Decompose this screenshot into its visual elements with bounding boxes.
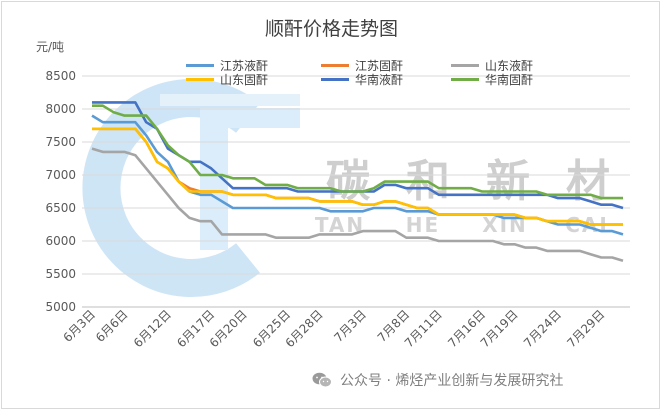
y-tick-label: 5000 (45, 300, 76, 314)
y-tick-label: 6500 (45, 201, 76, 215)
footer-text: 公众号 · 烯烃产业创新与发展研究社 (340, 373, 564, 389)
legend-label: 华南固酐 (485, 73, 534, 87)
legend-item: 山东液酐 (451, 57, 533, 74)
series-line (92, 104, 623, 200)
chart-title: 顺酐价格走势图 (264, 18, 398, 40)
y-tick-label: 6000 (45, 234, 76, 248)
legend-label: 华南液酐 (355, 73, 404, 87)
y-tick-label: 8500 (45, 69, 76, 83)
y-tick-label: 7500 (45, 135, 76, 149)
legend-item: 华南液酐 (321, 71, 403, 88)
x-tick-label: 7月3日 (331, 307, 369, 345)
y-tick-label: 5500 (45, 267, 76, 281)
legend-swatch (321, 78, 349, 81)
legend-label: 江苏固酐 (355, 59, 404, 73)
x-tick-label: 7月29日 (564, 307, 607, 350)
watermark-latin: HE (406, 213, 440, 237)
legend-label: 山东固酐 (220, 73, 269, 87)
legend-swatch (186, 64, 214, 67)
legend-label: 江苏液酐 (220, 59, 269, 73)
legend-item: 江苏固酐 (321, 57, 403, 74)
x-tick-label: 6月6日 (93, 307, 131, 345)
legend-swatch (451, 78, 479, 81)
legend-item: 华南固酐 (451, 71, 533, 88)
x-tick-label: 6月12日 (131, 307, 174, 350)
watermark-char: 碳 (326, 156, 371, 207)
legend-item: 山东固酐 (186, 71, 268, 88)
y-axis-unit: 元/吨 (36, 40, 65, 54)
series-line (92, 127, 623, 226)
legend-item: 江苏液酐 (186, 57, 268, 74)
watermark-char: 新 (486, 156, 530, 207)
legend-swatch (451, 64, 479, 67)
legend-swatch (321, 64, 349, 67)
legend-label: 山东液酐 (485, 59, 534, 73)
wechat-icon (312, 372, 332, 388)
watermark-logo (82, 79, 300, 297)
legend-swatch (186, 78, 214, 81)
y-tick-label: 8000 (45, 102, 76, 116)
x-tick-label: 7月24日 (521, 307, 564, 350)
footer-credit: 公众号 · 烯烃产业创新与发展研究社 (312, 370, 563, 390)
series-line (91, 147, 624, 263)
y-tick-label: 7000 (45, 168, 76, 182)
